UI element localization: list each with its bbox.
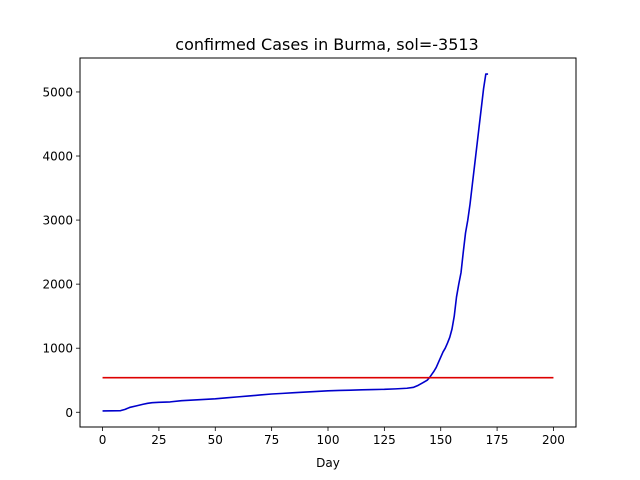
x-tick-label: 150 xyxy=(429,433,452,447)
x-tick-label: 200 xyxy=(542,433,565,447)
x-axis-label: Day xyxy=(316,456,340,470)
y-tick-label: 1000 xyxy=(42,342,73,356)
y-tick-label: 0 xyxy=(65,406,73,420)
plot-frame xyxy=(79,57,577,428)
x-tick-label: 125 xyxy=(373,433,396,447)
chart-title: confirmed Cases in Burma, sol=-3513 xyxy=(175,35,478,54)
x-tick-label: 175 xyxy=(486,433,509,447)
y-tick-label: 4000 xyxy=(42,150,73,164)
y-tick-label: 2000 xyxy=(42,278,73,292)
y-tick-label: 5000 xyxy=(42,85,73,99)
x-tick-label: 100 xyxy=(317,433,340,447)
series-line-0 xyxy=(102,73,489,412)
x-tick-label: 0 xyxy=(99,433,107,447)
x-tick-label: 75 xyxy=(264,433,279,447)
series-layer xyxy=(102,73,554,412)
y-tick-label: 3000 xyxy=(42,214,73,228)
y-axis: 0 1000 2000 3000 4000 5000 xyxy=(42,85,80,420)
x-tick-label: 25 xyxy=(151,433,166,447)
x-tick-label: 50 xyxy=(208,433,223,447)
x-axis: 0 25 50 75 100 125 150 175 200 xyxy=(99,427,565,447)
